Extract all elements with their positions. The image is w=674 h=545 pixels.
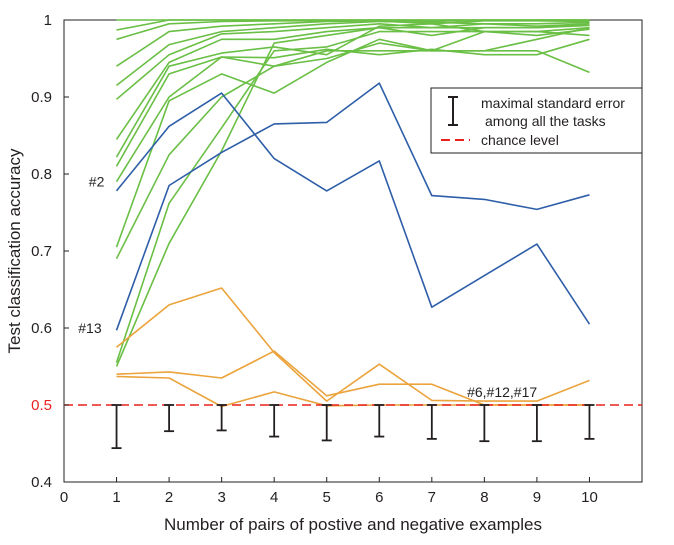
x-tick-label: 4: [270, 489, 278, 506]
annotation-tasks-6-12-17: #6,#12,#17: [467, 384, 537, 400]
series-line-blue-1: [115, 92, 591, 325]
y-tick-label: 0.9: [31, 89, 52, 106]
error-bar-x10: [584, 404, 595, 440]
annotation-task-2: #2: [89, 174, 105, 190]
tick-layer: 0 1 2 3 4 5 6 7 8 9 10 0.4 0.5 0.6 0.7 0.8 0.9 1: [31, 12, 598, 506]
series-line-green-5: [116, 20, 590, 87]
series-line-green-14: [115, 23, 590, 367]
y-tick-label: 0.6: [31, 320, 52, 337]
x-tick-label: 6: [375, 489, 383, 506]
x-tick-label: 0: [60, 489, 68, 506]
x-tick-label: 5: [323, 489, 331, 506]
series-line-blue-2: [115, 82, 590, 331]
y-tick-label: 0.5: [31, 397, 52, 414]
y-axis-title: Test classification accuracy: [5, 148, 24, 354]
legend-label-error-line1: maximal standard error: [481, 95, 625, 111]
series-line-green-12: [115, 49, 590, 260]
y-tick-label: 0.7: [31, 243, 52, 260]
legend: maximal standard error among all the tas…: [430, 87, 643, 154]
error-bar-x9: [531, 404, 542, 443]
error-bar-x4: [269, 404, 280, 438]
y-tick-label: 0.8: [31, 166, 52, 183]
x-tick-label: 1: [112, 489, 120, 506]
x-tick-label: 9: [533, 489, 541, 506]
series-line-green-6: [115, 22, 590, 100]
series-line-green-9: [115, 38, 590, 167]
series-line-orange-1: [115, 287, 590, 402]
series-line-green-13: [115, 30, 590, 363]
legend-errorbar-icon: [448, 96, 458, 126]
annotation-task-13: #13: [78, 320, 102, 336]
legend-label-chance: chance level: [481, 132, 559, 148]
error-bar-x3: [216, 404, 227, 432]
error-bar-x1: [111, 404, 122, 450]
error-bar-x7: [426, 404, 437, 440]
series-line-green-4: [116, 19, 590, 67]
y-tick-label: 0.4: [31, 474, 52, 491]
x-tick-label: 10: [581, 489, 598, 506]
series-layer: [115, 19, 591, 408]
error-bar-x5: [321, 404, 332, 442]
legend-label-error-line2: among all the tasks: [485, 113, 606, 129]
x-tick-label: 8: [480, 489, 488, 506]
x-tick-label: 7: [428, 489, 436, 506]
legend-box: [430, 87, 643, 154]
x-tick-label: 2: [165, 489, 173, 506]
errorbar-layer: [111, 404, 595, 450]
error-bar-x8: [479, 404, 490, 443]
x-axis-title: Number of pairs of postive and negative …: [164, 515, 542, 534]
y-tick-label: 1: [44, 12, 52, 29]
x-tick-label: 3: [217, 489, 225, 506]
error-bar-x6: [374, 404, 385, 438]
error-bar-x2: [164, 404, 175, 433]
